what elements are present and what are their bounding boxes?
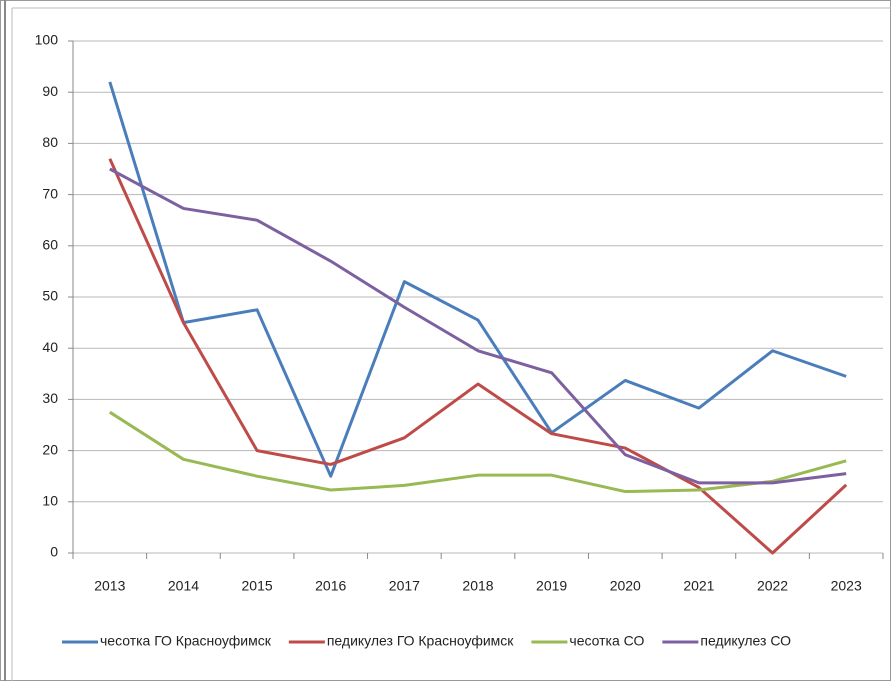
- legend-label: чесотка СО: [569, 633, 644, 649]
- y-tick-label: 50: [42, 288, 58, 304]
- series-line: [109, 167, 847, 485]
- y-tick-label: 60: [42, 237, 58, 253]
- x-tick-label: 2021: [683, 578, 714, 594]
- y-tick-label: 80: [42, 134, 58, 150]
- x-tick-label: 2023: [831, 578, 862, 594]
- y-tick-label: 40: [42, 339, 58, 355]
- y-tick-label: 100: [35, 32, 59, 48]
- series-line: [108, 81, 847, 478]
- y-tick-label: 20: [42, 441, 58, 457]
- x-tick-label: 2013: [94, 578, 125, 594]
- legend-label: педикулез ГО Красноуфимск: [327, 633, 514, 649]
- series-line: [108, 158, 848, 555]
- x-tick-label: 2014: [168, 578, 199, 594]
- y-tick-label: 90: [42, 83, 58, 99]
- x-tick-label: 2020: [610, 578, 641, 594]
- series-line: [109, 410, 847, 494]
- x-tick-label: 2022: [757, 578, 788, 594]
- x-tick-label: 2019: [536, 578, 567, 594]
- y-tick-label: 0: [50, 544, 58, 560]
- legend-label: чесотка ГО Красноуфимск: [100, 633, 272, 649]
- x-tick-label: 2015: [242, 578, 273, 594]
- y-tick-label: 10: [42, 493, 58, 509]
- x-tick-label: 2016: [315, 578, 346, 594]
- legend-label: педикулез СО: [700, 633, 791, 649]
- x-tick-label: 2018: [462, 578, 493, 594]
- y-tick-label: 30: [42, 390, 58, 406]
- y-tick-label: 70: [42, 185, 58, 201]
- x-tick-label: 2017: [389, 578, 420, 594]
